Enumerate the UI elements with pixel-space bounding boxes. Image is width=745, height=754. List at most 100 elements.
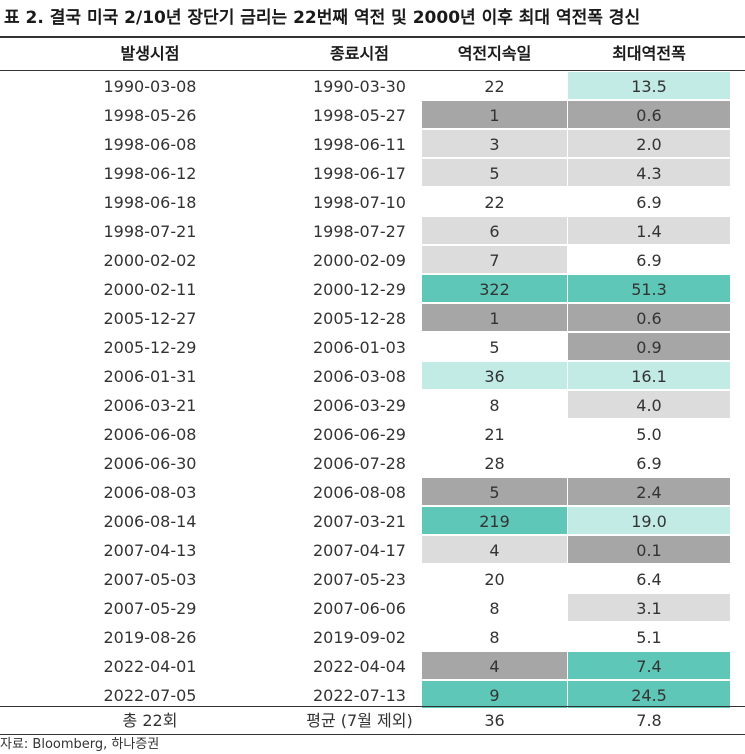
table-row: 2007-05-29 2007-06-06 8 3.1 [0,593,745,622]
cell-inversion-days: 1 [422,101,567,128]
cell-start-date: 1998-07-21 [103,222,197,241]
table-row: 1998-06-12 1998-06-17 5 4.3 [0,158,745,187]
cell-inversion-days: 36 [422,362,567,389]
cell-end-date: 2007-03-21 [313,512,406,531]
cell-start-date: 2019-08-26 [103,628,197,647]
cell-max-inversion: 0.9 [568,333,730,360]
cell-end-date: 1998-06-17 [313,164,406,183]
cell-inversion-days: 21 [484,425,505,444]
cell-max-inversion: 6.4 [636,570,662,589]
cell-max-inversion: 4.0 [568,391,730,418]
footer-average-max: 7.8 [636,711,662,730]
footer-total-count: 총 22회 [122,711,178,730]
cell-end-date: 2000-02-09 [313,251,406,270]
cell-inversion-days: 4 [422,536,567,563]
cell-max-inversion: 0.1 [568,536,730,563]
cell-inversion-days: 3 [422,130,567,157]
table-row: 2022-04-01 2022-04-04 4 7.4 [0,651,745,680]
cell-start-date: 1998-06-08 [103,135,197,154]
cell-end-date: 2000-12-29 [313,280,406,299]
table-row: 2005-12-27 2005-12-28 1 0.6 [0,303,745,332]
table-row: 2005-12-29 2006-01-03 5 0.9 [0,332,745,361]
cell-start-date: 2007-04-13 [103,541,197,560]
cell-inversion-days: 8 [489,599,500,618]
cell-inversion-days: 8 [489,628,500,647]
header-start-date: 발생시점 [120,44,180,63]
table-row: 2006-06-08 2006-06-29 21 5.0 [0,419,745,448]
header-max-inversion: 최대역전폭 [612,44,686,63]
cell-inversion-days: 5 [489,338,500,357]
table-row: 2000-02-02 2000-02-09 7 6.9 [0,245,745,274]
cell-start-date: 2006-08-14 [103,512,197,531]
cell-start-date: 2006-01-31 [103,367,197,386]
table-row: 1998-07-21 1998-07-27 6 1.4 [0,216,745,245]
cell-max-inversion: 6.9 [636,193,662,212]
table-row: 2022-07-05 2022-07-13 9 24.5 [0,680,745,709]
cell-start-date: 1998-06-18 [103,193,197,212]
cell-start-date: 2006-06-08 [103,425,197,444]
cell-inversion-days: 6 [422,217,567,244]
cell-end-date: 2006-07-28 [313,454,406,473]
cell-inversion-days: 9 [422,681,567,708]
cell-end-date: 2005-12-28 [313,309,406,328]
cell-start-date: 1990-03-08 [103,77,197,96]
cell-max-inversion: 2.0 [568,130,730,157]
cell-max-inversion: 1.4 [568,217,730,244]
cell-inversion-days: 219 [422,507,567,534]
cell-max-inversion: 13.5 [568,72,730,99]
cell-inversion-days: 4 [422,652,567,679]
cell-inversion-days: 7 [422,246,567,273]
cell-end-date: 2006-01-03 [313,338,406,357]
cell-start-date: 2005-12-27 [103,309,197,328]
source-note: 자료: Bloomberg, 하나증권 [0,737,160,752]
cell-start-date: 2006-06-30 [103,454,197,473]
cell-start-date: 2007-05-03 [103,570,197,589]
footer-top-rule [0,706,745,707]
cell-max-inversion: 16.1 [568,362,730,389]
table-row: 1998-05-26 1998-05-27 1 0.6 [0,100,745,129]
table-row: 2006-08-14 2007-03-21 219 19.0 [0,506,745,535]
table-row: 1998-06-18 1998-07-10 22 6.9 [0,187,745,216]
table-row: 2006-03-21 2006-03-29 8 4.0 [0,390,745,419]
cell-end-date: 2022-04-04 [313,657,406,676]
cell-end-date: 2007-06-06 [313,599,406,618]
cell-end-date: 2006-06-29 [313,425,406,444]
cell-max-inversion: 3.1 [568,594,730,621]
cell-end-date: 2006-08-08 [313,483,406,502]
cell-inversion-days: 5 [422,478,567,505]
cell-max-inversion: 5.1 [636,628,662,647]
cell-end-date: 2019-09-02 [313,628,406,647]
cell-max-inversion: 4.3 [568,159,730,186]
cell-end-date: 2006-03-08 [313,367,406,386]
cell-end-date: 2006-03-29 [313,396,406,415]
cell-end-date: 1998-05-27 [313,106,406,125]
table-row: 1998-06-08 1998-06-11 3 2.0 [0,129,745,158]
cell-start-date: 2022-07-05 [103,686,197,705]
footer-average-label: 평균 (7월 제외) [306,711,413,730]
cell-end-date: 1998-06-11 [313,135,406,154]
header-inversion-days: 역전지속일 [457,44,532,63]
cell-start-date: 2000-02-11 [103,280,197,299]
cell-max-inversion: 6.9 [636,454,662,473]
cell-inversion-days: 22 [484,193,505,212]
cell-inversion-days: 5 [422,159,567,186]
table-row: 2007-04-13 2007-04-17 4 0.1 [0,535,745,564]
cell-inversion-days: 1 [422,304,567,331]
cell-max-inversion: 2.4 [568,478,730,505]
table-row: 2006-08-03 2006-08-08 5 2.4 [0,477,745,506]
footer-bottom-rule [0,734,745,735]
cell-max-inversion: 0.6 [568,101,730,128]
footer-average-days: 36 [484,711,505,730]
table-row: 2006-01-31 2006-03-08 36 16.1 [0,361,745,390]
table-row: 2000-02-11 2000-12-29 322 51.3 [0,274,745,303]
cell-end-date: 2007-05-23 [313,570,406,589]
cell-end-date: 2007-04-17 [313,541,406,560]
cell-start-date: 2006-08-03 [103,483,197,502]
cell-max-inversion: 24.5 [568,681,730,708]
cell-start-date: 2005-12-29 [103,338,197,357]
table-row: 2007-05-03 2007-05-23 20 6.4 [0,564,745,593]
cell-end-date: 1990-03-30 [313,77,406,96]
cell-start-date: 1998-05-26 [103,106,197,125]
cell-max-inversion: 51.3 [568,275,730,302]
cell-inversion-days: 22 [484,77,505,96]
